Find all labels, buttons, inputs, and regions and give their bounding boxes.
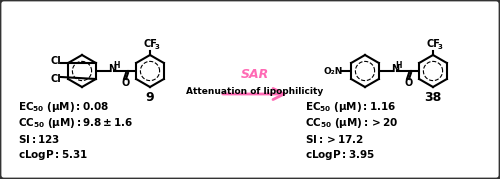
Text: 38: 38: [424, 91, 442, 103]
Text: H: H: [113, 61, 119, 69]
Text: $\mathbf{CC_{50}}$ $\mathbf{(\mu M): > 20}$: $\mathbf{CC_{50}}$ $\mathbf{(\mu M): > 2…: [305, 116, 398, 130]
Text: SAR: SAR: [241, 67, 269, 81]
Text: Cl: Cl: [50, 74, 62, 84]
Text: N: N: [108, 64, 116, 74]
FancyArrowPatch shape: [223, 88, 284, 100]
Text: O: O: [405, 78, 413, 88]
Text: $\mathbf{cLogP: 3.95}$: $\mathbf{cLogP: 3.95}$: [305, 148, 375, 162]
Text: CF: CF: [143, 39, 157, 49]
Text: H: H: [396, 61, 402, 69]
Text: O: O: [122, 78, 130, 88]
Text: O₂N: O₂N: [324, 67, 342, 76]
Text: $\mathbf{EC_{50}}$ $\mathbf{(\mu M): 0.08}$: $\mathbf{EC_{50}}$ $\mathbf{(\mu M): 0.0…: [18, 100, 109, 114]
Text: CF: CF: [426, 39, 440, 49]
Text: 3: 3: [438, 44, 442, 50]
Text: Cl: Cl: [50, 56, 62, 66]
Text: N: N: [391, 64, 399, 74]
Text: $\mathbf{CC_{50}}$ $\mathbf{(\mu M): 9.8 \pm 1.6}$: $\mathbf{CC_{50}}$ $\mathbf{(\mu M): 9.8…: [18, 116, 134, 130]
Text: Attenuation of lipophilicity: Attenuation of lipophilicity: [186, 86, 324, 96]
Text: $\mathbf{cLogP: 5.31}$: $\mathbf{cLogP: 5.31}$: [18, 148, 88, 162]
Text: $\mathbf{EC_{50}}$ $\mathbf{(\mu M): 1.16}$: $\mathbf{EC_{50}}$ $\mathbf{(\mu M): 1.1…: [305, 100, 396, 114]
Text: $\mathbf{SI: 123}$: $\mathbf{SI: 123}$: [18, 133, 60, 145]
Text: 3: 3: [154, 44, 160, 50]
Text: 9: 9: [146, 91, 154, 103]
Text: $\mathbf{SI: > 17.2}$: $\mathbf{SI: > 17.2}$: [305, 133, 364, 145]
